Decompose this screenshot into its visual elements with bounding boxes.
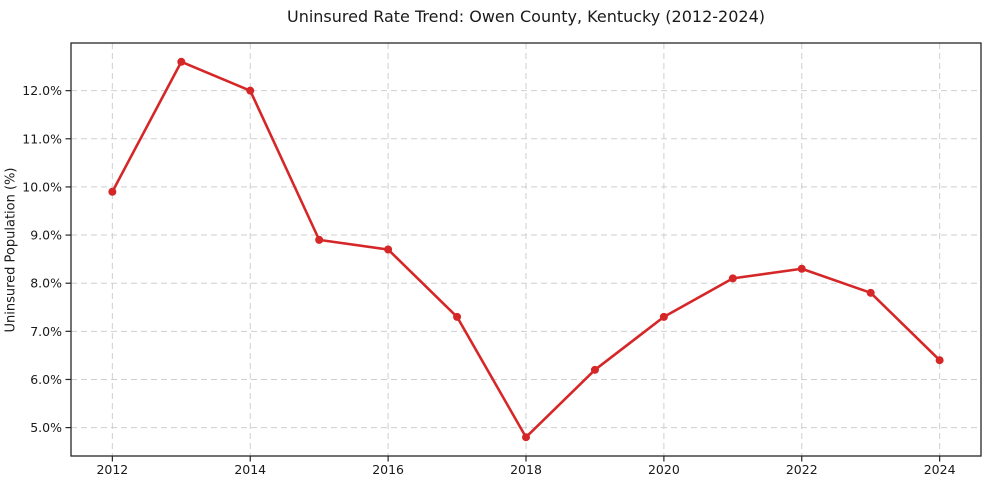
chart-title: Uninsured Rate Trend: Owen County, Kentu… <box>286 7 765 26</box>
data-point <box>453 312 462 321</box>
y-tick-label: 12.0% <box>22 83 62 98</box>
x-tick-label: 2012 <box>96 462 128 477</box>
x-tick-label: 2018 <box>510 462 542 477</box>
data-point <box>522 433 530 442</box>
y-tick-label: 6.0% <box>30 372 62 387</box>
x-tick-label: 2022 <box>786 462 818 477</box>
data-point <box>866 288 875 297</box>
y-tick-label: 7.0% <box>30 324 62 339</box>
x-tick-label: 2020 <box>648 462 680 477</box>
data-point <box>590 365 599 374</box>
data-point <box>246 86 255 95</box>
data-point <box>728 274 737 283</box>
data-point <box>935 356 944 365</box>
x-tick-label: 2016 <box>372 462 404 477</box>
y-tick-label: 8.0% <box>30 276 62 291</box>
data-point <box>659 312 668 321</box>
data-point <box>797 264 806 273</box>
x-tick-label: 2024 <box>924 462 956 477</box>
data-point <box>384 245 393 254</box>
y-tick-label: 5.0% <box>30 420 62 435</box>
data-point <box>108 187 117 196</box>
axes-frame <box>70 42 982 457</box>
y-tick-label: 10.0% <box>22 179 62 194</box>
y-tick-label: 9.0% <box>30 228 62 243</box>
data-point <box>315 235 324 244</box>
x-tick-label: 2014 <box>234 462 266 477</box>
y-tick-label: 11.0% <box>22 131 62 146</box>
data-point <box>177 57 186 66</box>
